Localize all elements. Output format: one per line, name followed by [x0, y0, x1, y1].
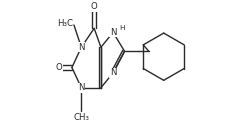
Text: H₃C: H₃C — [57, 19, 73, 28]
Text: N: N — [78, 83, 85, 92]
Text: H: H — [119, 25, 125, 31]
Text: N: N — [78, 43, 85, 52]
Text: O: O — [56, 63, 62, 72]
Text: CH₃: CH₃ — [73, 113, 89, 122]
Text: N: N — [110, 28, 116, 37]
Text: O: O — [91, 2, 98, 11]
Text: N: N — [110, 68, 116, 77]
